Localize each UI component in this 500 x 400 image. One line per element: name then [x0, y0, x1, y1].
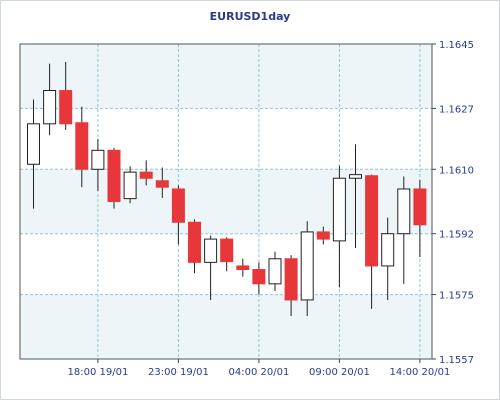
- candle-body-bullish: [204, 238, 218, 263]
- candle-body-bearish: [59, 90, 73, 125]
- y-tick-label: 1.1645: [439, 40, 474, 51]
- chart-title: EURUSD1day: [209, 10, 291, 23]
- x-tick-label: 18:00 19/01: [67, 367, 128, 378]
- candle-body-bullish: [381, 233, 395, 267]
- candle-body-bullish: [27, 123, 40, 165]
- y-tick-label: 1.1627: [439, 104, 474, 115]
- candle-body-bearish: [155, 180, 169, 188]
- candle-body-bearish: [316, 231, 330, 240]
- candle-body-bullish: [397, 188, 411, 235]
- x-tick-label: 04:00 20/01: [228, 367, 289, 378]
- plot-border: [19, 43, 433, 360]
- candle-body-bullish: [300, 231, 314, 301]
- candle-body-bearish: [139, 171, 153, 179]
- candle-body-bearish: [284, 258, 298, 301]
- candle-body-bearish: [252, 269, 266, 285]
- candle-body-bearish: [413, 188, 427, 226]
- candle-body-bearish: [220, 238, 234, 263]
- x-tick-label: 23:00 19/01: [148, 367, 209, 378]
- plot-band: [20, 44, 432, 109]
- candle-body-bullish: [349, 174, 362, 179]
- candle-body-bullish: [123, 171, 137, 200]
- plot-band: [20, 294, 432, 359]
- candle-body-bearish: [107, 149, 121, 202]
- candle-body-bearish: [75, 122, 89, 170]
- candle-body-bearish: [236, 265, 250, 271]
- y-tick-label: 1.1592: [439, 230, 474, 241]
- candle-body-bullish: [268, 258, 282, 285]
- candle-body-bullish: [91, 149, 105, 170]
- x-tick-label: 09:00 20/01: [309, 367, 370, 378]
- candle-body-bearish: [365, 175, 379, 267]
- y-tick-label: 1.1575: [439, 291, 474, 302]
- plot-band: [20, 169, 432, 234]
- y-tick-label: 1.1610: [439, 165, 474, 176]
- candle-body-bearish: [171, 188, 185, 223]
- candle-body-bullish: [43, 90, 57, 125]
- candle-body-bearish: [188, 221, 201, 263]
- x-tick-label: 14:00 20/01: [389, 367, 450, 378]
- candle-body-bullish: [332, 177, 346, 242]
- y-tick-label: 1.1557: [439, 355, 474, 366]
